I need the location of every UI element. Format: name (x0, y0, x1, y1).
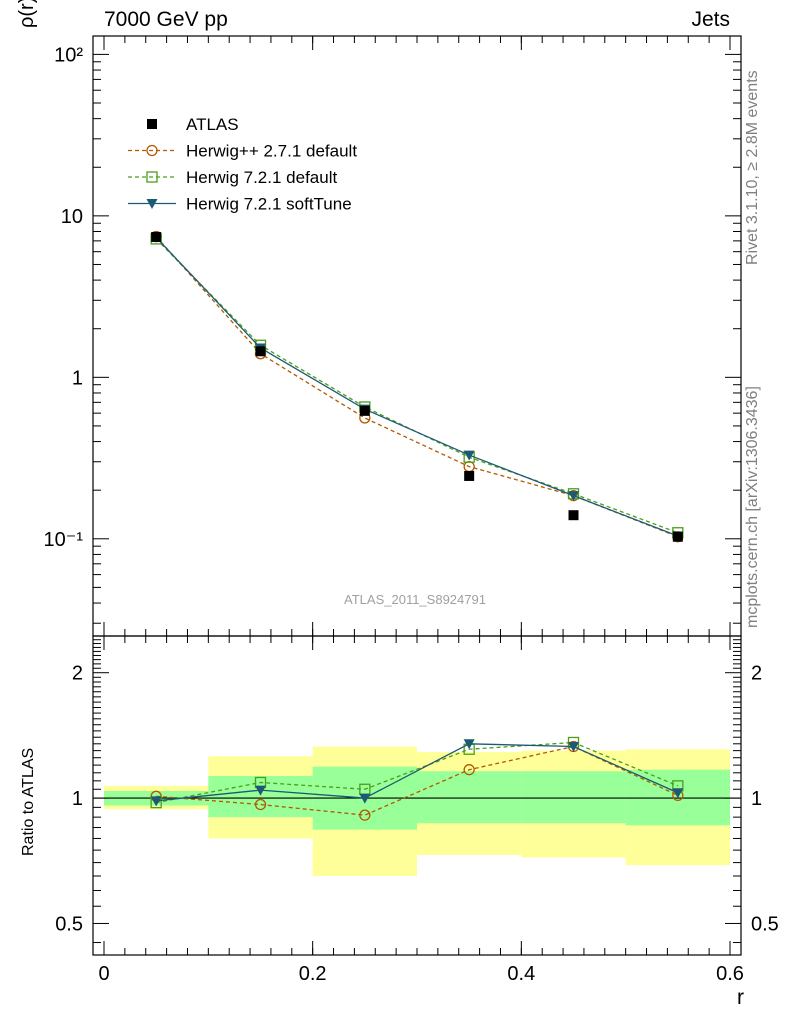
ratio-series-marker (463, 764, 475, 776)
y-tick-label-right: 1 (751, 788, 762, 810)
main-y-axis-label: ρ(r) (16, 0, 38, 28)
legend-marker (146, 199, 158, 209)
series-herwig-7-2-1-softtune (150, 232, 684, 542)
main-series-line (155, 237, 679, 537)
legend-label: Herwig 7.2.1 default (186, 168, 337, 187)
legend-label: Herwig++ 2.7.1 default (186, 142, 357, 161)
y-tick-label-right: 2 (751, 663, 762, 685)
main-series-marker (672, 531, 683, 542)
x-tick-label: 0.6 (716, 963, 744, 985)
main-series-marker (151, 231, 162, 242)
ratio-series-marker (254, 798, 267, 811)
main-series-line (155, 236, 679, 538)
y-tick-label: 10² (54, 44, 83, 66)
legend: ATLAS Herwig++ 2.7.1 default Herwig 7.2.1 … (128, 115, 357, 214)
legend-item: Herwig 7.2.1 default (128, 168, 337, 187)
x-axis-label: r (737, 986, 744, 1009)
ratio-panel: 0 0.2 0.4 0.6 0.5 0.5 1 1 2 2 (55, 635, 779, 985)
legend-marker (147, 119, 157, 129)
ratio-y-axis-label: Ratio to ATLAS (20, 747, 37, 856)
main-series-marker (255, 346, 266, 357)
x-tick-label: 0.2 (299, 963, 327, 985)
ratio-series-marker (255, 785, 266, 796)
main-series-line (155, 238, 679, 534)
legend-label: Herwig 7.2.1 softTune (186, 195, 352, 214)
legend-marker (146, 144, 158, 157)
y-tick-label: 10⁻¹ (44, 529, 84, 551)
ratio-series-marker (359, 809, 371, 821)
analysis-watermark: ATLAS_2011_S8924791 (344, 592, 486, 607)
y-tick-label: 2 (72, 663, 83, 685)
series-herwig-7-2-1-default (150, 233, 684, 539)
ratio-series-line (156, 741, 679, 804)
mcplots-note: mcplots.cern.ch [arXiv:1306.3436] (744, 386, 761, 628)
ratio-series-marker (150, 796, 162, 807)
series-herwig-2-7-1-default (150, 230, 684, 543)
ratio-herwig-7-2-1-softtune (150, 739, 684, 807)
uncertainty-band-inner (417, 771, 522, 824)
watermark: ATLAS_2011_S8924791 (344, 592, 486, 607)
main-series-marker (568, 510, 579, 521)
series-atlas (151, 231, 683, 542)
uncertainty-band-inner (521, 771, 626, 824)
beam-label: 7000 GeV pp (104, 8, 228, 31)
process-label: Jets (691, 8, 730, 31)
legend-item: Herwig 7.2.1 softTune (128, 195, 352, 214)
rivet-note: Rivet 3.1.10, ≥ 2.8M events (744, 70, 761, 265)
legend-item: ATLAS (147, 115, 239, 134)
main-series-marker (568, 491, 579, 502)
main-panel: 10⁻¹ 1 10 10² ATLAS Herwig++ 2.7.1 default Her… (44, 35, 742, 637)
main-series-marker (464, 470, 475, 481)
ratio-series-marker (359, 793, 371, 804)
y-tick-label: 1 (72, 788, 83, 810)
y-tick-label: 0.5 (55, 913, 83, 935)
ratio-series-marker (672, 788, 684, 799)
ratio-series-marker (463, 739, 475, 750)
y-tick-label: 1 (72, 367, 83, 389)
legend-label: ATLAS (186, 115, 239, 134)
x-tick-label: 0.4 (507, 963, 535, 985)
main-series-marker (359, 405, 370, 416)
legend-item: Herwig++ 2.7.1 default (128, 142, 357, 161)
y-tick-label: 10 (61, 206, 83, 228)
main-series-marker (463, 450, 475, 461)
ratio-series-line (156, 743, 679, 802)
y-tick-label-right: 0.5 (751, 913, 779, 935)
legend-marker (146, 171, 158, 183)
ratio-series-marker (568, 742, 579, 753)
x-tick-label: 0 (98, 963, 109, 985)
